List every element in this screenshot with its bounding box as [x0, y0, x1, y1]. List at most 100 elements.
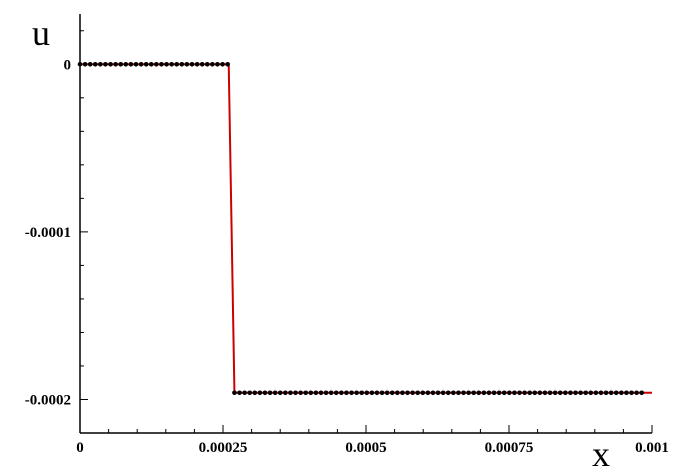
- data-point: [328, 390, 334, 396]
- data-point: [98, 61, 103, 67]
- data-point: [624, 390, 629, 396]
- data-point: [629, 390, 634, 396]
- data-point: [232, 390, 237, 396]
- data-point: [430, 390, 436, 396]
- data-point: [598, 390, 604, 396]
- data-point: [547, 390, 553, 396]
- y-tick-label: -0.0002: [25, 392, 71, 408]
- data-point: [303, 390, 309, 396]
- data-point: [603, 390, 609, 396]
- data-point: [588, 390, 594, 396]
- data-point: [634, 390, 639, 396]
- data-point: [451, 390, 456, 396]
- axis-ticks: [79, 30, 653, 434]
- data-point: [512, 390, 517, 396]
- data-point: [461, 390, 466, 396]
- data-point: [194, 61, 200, 67]
- axes: [79, 14, 652, 434]
- data-point: [267, 390, 273, 396]
- x-tick-label: 0.00075: [485, 440, 534, 456]
- y-axis-title: u: [32, 13, 50, 53]
- data-point: [210, 61, 215, 67]
- data-point: [435, 390, 441, 396]
- data-point: [277, 390, 283, 396]
- data-point: [298, 390, 303, 396]
- x-tick-label: 0.001: [635, 440, 669, 456]
- data-point: [77, 61, 83, 67]
- data-point: [456, 390, 461, 396]
- data-point: [283, 390, 288, 396]
- data-point: [159, 61, 164, 67]
- data-point: [339, 390, 344, 396]
- data-point: [215, 61, 220, 67]
- data-point: [410, 390, 415, 396]
- x-tick-label: 0: [76, 440, 84, 456]
- data-point: [220, 61, 225, 67]
- data-point: [440, 390, 446, 396]
- data-point: [389, 390, 395, 396]
- data-point: [608, 390, 614, 396]
- data-point: [257, 390, 263, 396]
- data-point: [87, 61, 93, 67]
- data-point: [164, 61, 169, 67]
- data-point: [128, 61, 134, 67]
- data-point: [466, 390, 471, 396]
- data-point: [573, 390, 578, 396]
- data-point: [148, 61, 154, 67]
- data-point: [262, 390, 268, 396]
- data-point: [481, 390, 487, 396]
- data-point: [557, 390, 563, 396]
- data-point: [179, 61, 185, 67]
- data-point: [445, 390, 451, 396]
- data-point: [583, 390, 589, 396]
- series-markers: [77, 61, 645, 396]
- data-point: [133, 61, 139, 67]
- data-point: [108, 61, 113, 67]
- data-point: [169, 61, 174, 67]
- data-point: [288, 390, 293, 396]
- x-axis-title: x: [592, 434, 610, 466]
- series-lines: [80, 63, 652, 394]
- data-point: [323, 390, 329, 396]
- x-tick-label: 0.0005: [345, 440, 386, 456]
- data-point: [578, 390, 583, 396]
- data-point: [552, 390, 558, 396]
- data-point: [593, 390, 599, 396]
- data-point: [174, 61, 180, 67]
- data-point: [542, 390, 548, 396]
- data-point: [517, 390, 522, 396]
- data-point: [425, 390, 431, 396]
- data-point: [123, 61, 129, 67]
- data-point: [349, 390, 354, 396]
- data-point: [138, 61, 144, 67]
- data-point: [369, 390, 375, 396]
- solution-line: [80, 63, 652, 394]
- data-point: [532, 390, 538, 396]
- data-point: [527, 390, 533, 396]
- data-point: [379, 390, 385, 396]
- data-point: [537, 390, 543, 396]
- y-tick-label: 0: [64, 57, 72, 73]
- data-point: [405, 390, 410, 396]
- data-point: [333, 390, 339, 396]
- data-point: [247, 390, 253, 396]
- data-point: [118, 61, 124, 67]
- data-point: [384, 390, 390, 396]
- tick-labels: 0 0.00025 0.0005 0.00075 0.001 0 -0.0001 -0.000…: [25, 57, 669, 456]
- y-tick-label: -0.0001: [25, 225, 71, 241]
- data-point: [359, 390, 365, 396]
- data-point: [354, 390, 359, 396]
- data-point: [293, 390, 298, 396]
- data-point: [143, 61, 149, 67]
- data-point: [420, 390, 426, 396]
- data-point: [113, 61, 118, 67]
- data-point: [568, 390, 573, 396]
- data-point: [364, 390, 370, 396]
- data-point: [563, 390, 568, 396]
- data-point: [225, 61, 230, 67]
- data-point: [486, 390, 492, 396]
- data-point: [501, 390, 507, 396]
- data-point: [308, 390, 314, 396]
- data-point: [613, 390, 619, 396]
- data-point: [252, 390, 258, 396]
